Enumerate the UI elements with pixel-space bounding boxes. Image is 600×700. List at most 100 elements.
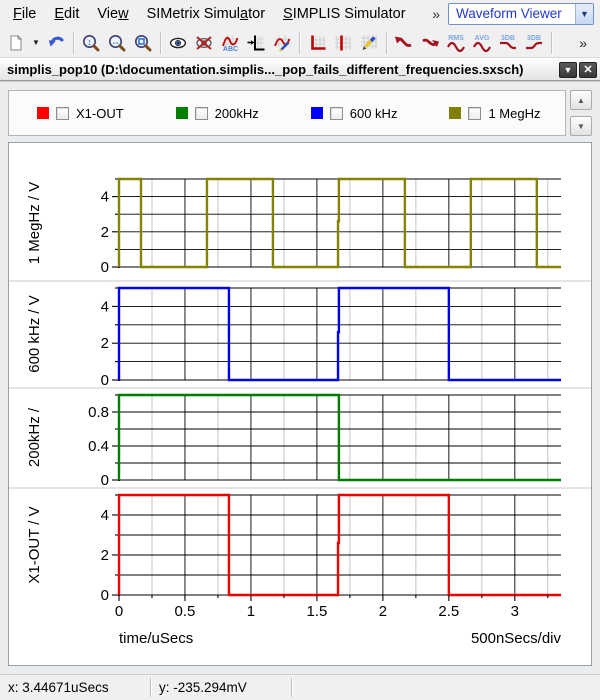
add-grid-button[interactable] — [304, 30, 330, 56]
tab-close-icon[interactable]: ✕ — [579, 61, 597, 78]
label-curve-button[interactable]: ABC — [217, 30, 243, 56]
legend-item-200khz: 200kHz — [175, 105, 259, 121]
svg-text:3DB: 3DB — [527, 35, 541, 42]
curve-label: 1 MegHz — [488, 105, 541, 121]
curve-label: 200kHz — [214, 105, 259, 121]
toolbar: ▼ ↕ ↔ ABC — [0, 28, 600, 58]
svg-text:AVG: AVG — [475, 35, 490, 42]
status-divider — [150, 678, 151, 697]
edit-grid-button[interactable] — [356, 30, 382, 56]
trace-600 kHz[interactable] — [117, 286, 561, 382]
trace-1 MegHz[interactable] — [117, 177, 561, 269]
zoom-y-extents-button[interactable]: ↕ — [78, 30, 104, 56]
toolbar-separator — [160, 31, 161, 54]
y-axis-label: 600 kHz / V — [26, 295, 43, 373]
curve-legend: X1-OUT 200kHz 600 kHz 1 MegHz — [8, 90, 566, 136]
curve-checkbox[interactable] — [194, 106, 208, 120]
tab-list-dropdown-icon[interactable]: ▼ — [559, 61, 577, 78]
edit-curve-button[interactable] — [269, 30, 295, 56]
new-document-button[interactable] — [3, 30, 29, 56]
trace-X1-OUT[interactable] — [117, 493, 561, 597]
legend-item-x1-out: X1-OUT — [37, 106, 124, 121]
y-axis-label: 1 MegHz / V — [26, 182, 43, 265]
svg-text:↕: ↕ — [87, 36, 92, 46]
scroll-up-icon[interactable]: ▲ — [570, 90, 592, 110]
menu-bar: File Edit View SIMetrix Simulator SIMPLI… — [0, 0, 600, 28]
3db-highpass-button[interactable]: 3DB — [521, 30, 547, 56]
menu-simplis-simulator[interactable]: SIMPLIS Simulator — [283, 6, 406, 22]
curve-color-swatch — [310, 107, 323, 119]
svg-text:RMS: RMS — [448, 35, 464, 42]
status-bar: x: 3.44671uSecs y: -235.294mV — [0, 674, 600, 700]
show-curve-button[interactable] — [165, 30, 191, 56]
legend-item-1meghz: 1 MegHz — [449, 106, 540, 121]
new-document-dropdown-icon[interactable]: ▼ — [32, 38, 40, 47]
x-division-label: 500nSecs/div — [471, 630, 562, 647]
status-divider — [291, 678, 292, 697]
x-tick-label: 2 — [379, 603, 387, 620]
y-tick-label: 0 — [101, 472, 109, 489]
3db-lowpass-button[interactable]: 3DB — [495, 30, 521, 56]
x-tick-label: 3 — [511, 603, 519, 620]
x-tick-label: 1.5 — [306, 603, 327, 620]
curve-label: 600 kHz — [349, 105, 398, 121]
curve-checkbox[interactable] — [468, 106, 482, 120]
x-tick-label: 2.5 — [438, 603, 459, 620]
y-tick-label: 0 — [101, 259, 109, 276]
curve-color-swatch — [175, 107, 188, 119]
y-tick-label: 0.8 — [88, 404, 109, 421]
menu-overflow-chevron-icon[interactable]: » — [432, 6, 440, 22]
menu-edit[interactable]: Edit — [54, 6, 80, 22]
trace-200kHz[interactable] — [117, 393, 561, 482]
zoom-x-extents-button[interactable]: ↔ — [104, 30, 130, 56]
y-tick-label: 4 — [101, 298, 109, 315]
menu-simetrix-simulator[interactable]: SIMetrix Simulator — [146, 6, 266, 22]
y-tick-label: 0 — [101, 372, 109, 389]
tab-bar: simplis_pop10 (D:\documentation.simplis.… — [0, 58, 600, 81]
curve-checkbox[interactable] — [56, 106, 69, 120]
svg-text:↔: ↔ — [111, 36, 120, 46]
mode-selector-combobox[interactable]: Waveform Viewer ▼ — [448, 3, 594, 25]
x-tick-label: 0.5 — [175, 603, 196, 620]
toolbar-separator — [73, 31, 74, 54]
legend-scroll: ▲ ▼ — [570, 90, 592, 136]
hide-curve-button[interactable] — [191, 30, 217, 56]
toolbar-separator — [551, 31, 552, 54]
move-curve-to-axis-button[interactable] — [243, 30, 269, 56]
toolbar-overflow-chevron-icon[interactable]: » — [579, 34, 587, 51]
avg-button[interactable]: AVG — [469, 30, 495, 56]
add-cursor-button[interactable] — [330, 30, 356, 56]
y-tick-label: 4 — [101, 507, 109, 524]
menu-view[interactable]: View — [97, 6, 129, 22]
legend-item-600khz: 600 kHz — [310, 105, 398, 121]
y-tick-label: 0.4 — [88, 438, 109, 455]
curve-checkbox[interactable] — [329, 106, 343, 120]
main-area: X1-OUT 200kHz 600 kHz 1 MegHz — [0, 81, 600, 674]
mode-selector-value: Waveform Viewer — [456, 6, 562, 21]
y-tick-label: 2 — [101, 224, 109, 241]
cursor-y-readout: y: -235.294mV — [159, 680, 247, 695]
curve-label: X1-OUT — [76, 105, 124, 121]
curve-color-swatch — [449, 107, 462, 119]
svg-text:ABC: ABC — [223, 46, 238, 52]
x-tick-label: 0 — [115, 603, 123, 620]
chevron-down-icon[interactable]: ▼ — [575, 4, 593, 24]
scroll-down-icon[interactable]: ▼ — [570, 116, 592, 136]
x-tick-label: 1 — [247, 603, 255, 620]
undo-button[interactable] — [43, 30, 69, 56]
rms-button[interactable]: RMS — [443, 30, 469, 56]
next-curve-button[interactable] — [417, 30, 443, 56]
waveform-plot-area[interactable]: 0 2 4 1 MegHz / V 0 2 4 600 kHz / V 0 0.4 0.8 200kH… — [8, 142, 592, 666]
toolbar-separator — [386, 31, 387, 54]
y-tick-label: 4 — [101, 189, 109, 206]
y-tick-label: 0 — [101, 587, 109, 604]
y-tick-label: 2 — [101, 547, 109, 564]
zoom-rectangle-button[interactable] — [130, 30, 156, 56]
svg-text:3DB: 3DB — [501, 35, 515, 42]
previous-curve-button[interactable] — [391, 30, 417, 56]
menu-file[interactable]: File — [13, 6, 37, 22]
waveform-plots-svg[interactable]: 0 2 4 1 MegHz / V 0 2 4 600 kHz / V 0 0.4 0.8 200kH… — [9, 143, 591, 666]
curve-color-swatch — [37, 107, 49, 119]
tab-simplis-pop10[interactable]: simplis_pop10 (D:\documentation.simplis.… — [7, 62, 524, 77]
